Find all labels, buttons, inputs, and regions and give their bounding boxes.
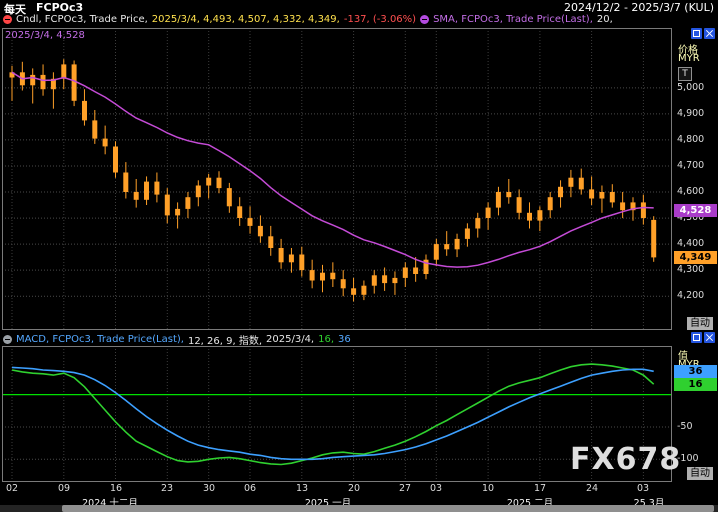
sma-price-badge: 4,528 — [674, 204, 717, 218]
x-axis-day-label: 30 — [202, 483, 216, 494]
candle-series-name: Cndl, FCPOc3, Trade Price, — [16, 14, 148, 25]
macd-series-name: MACD, FCPOc3, Trade Price(Last), — [16, 334, 184, 345]
macd-line-value: 16, — [318, 334, 335, 345]
date-range-label: 2024/12/2 - 2025/3/7 (KUL) — [564, 1, 714, 14]
x-axis-day-label: 06 — [243, 483, 257, 494]
x-axis-day-label: 16 — [109, 483, 123, 494]
x-axis-day-label: 23 — [160, 483, 174, 494]
remove-candle-series-icon[interactable] — [3, 15, 12, 24]
sma-current-value: 2025/3/4, 4,528 — [5, 30, 85, 41]
symbol-label: FCPOc3 — [36, 1, 84, 14]
x-axis-day-label: 20 — [347, 483, 361, 494]
macd-date: 2025/3/4, — [266, 334, 315, 345]
candle-ohlc-values: 2025/3/4, 4,493, 4,507, 4,332, 4,349, — [151, 14, 340, 25]
remove-sma-series-icon[interactable] — [420, 15, 430, 24]
macd-autoscale-button[interactable]: 自动 — [687, 467, 713, 480]
watermark: FX678 — [570, 442, 682, 477]
macd-signal-value: 36 — [338, 334, 351, 345]
x-axis-day-label: 02 — [5, 483, 19, 494]
last-price-badge: 4,349 — [674, 250, 717, 264]
macd-pane-controls — [691, 332, 715, 343]
interval-label: 每天 — [4, 3, 26, 16]
price-axis-tick-label: 4,600 — [677, 186, 705, 197]
x-axis-day-label: 03 — [636, 483, 650, 494]
price-axis-tick-label: 4,500 — [677, 212, 705, 223]
candle-change-values: -137, (-3.06%) — [343, 14, 417, 25]
macd-signal-badge: 36 — [674, 364, 717, 378]
macd-axis-title: 值 — [678, 351, 688, 362]
remove-macd-series-icon[interactable] — [3, 335, 12, 344]
price-axis-tick-label: 4,400 — [677, 238, 705, 249]
x-axis-day-label: 27 — [398, 483, 412, 494]
x-axis-month-label: 25 3月 — [633, 498, 665, 509]
x-axis-month-label: 2025 二月 — [506, 498, 554, 509]
price-axis-currency: MYR — [678, 53, 700, 64]
x-axis-month-label: 2024 十二月 — [82, 498, 138, 509]
macd-axis-tick-label: -50 — [677, 421, 693, 432]
price-axis-title: 价格 — [678, 45, 698, 56]
price-axis-tick-label: 4,900 — [677, 108, 705, 119]
macd-value-badge: 16 — [674, 377, 717, 391]
price-axis-tick-label: 4,200 — [677, 290, 705, 301]
x-axis-day-label: 03 — [429, 483, 443, 494]
restore-pane-icon[interactable] — [691, 332, 702, 343]
x-axis-day-label: 10 — [481, 483, 495, 494]
price-autoscale-button[interactable]: 自动 — [687, 317, 713, 330]
macd-axis-currency: MYR — [678, 359, 700, 370]
price-axis-tick-label: 4,800 — [677, 134, 705, 145]
macd-params: 12, 26, 9, 指数, — [187, 336, 263, 347]
restore-pane-icon[interactable] — [691, 28, 702, 39]
sma-period-value: 20, — [596, 14, 613, 25]
track-tool-button[interactable]: T — [678, 67, 692, 81]
x-axis-day-label: 24 — [585, 483, 599, 494]
macd-axis-tick-label: -100 — [677, 453, 699, 464]
x-axis-day-label: 13 — [295, 483, 309, 494]
horizontal-scrollbar-thumb[interactable] — [62, 505, 714, 512]
price-legend: Cndl, FCPOc3, Trade Price, 2025/3/4, 4,4… — [3, 14, 613, 25]
macd-legend: MACD, FCPOc3, Trade Price(Last), 12, 26,… — [3, 332, 351, 347]
price-pane-controls — [691, 28, 715, 39]
price-axis-tick-label: 4,700 — [677, 160, 705, 171]
sma-series-name: SMA, FCPOc3, Trade Price(Last), — [433, 14, 593, 25]
macd-chart-plot[interactable] — [2, 346, 672, 482]
x-axis-day-label: 17 — [533, 483, 547, 494]
close-pane-icon[interactable] — [704, 332, 715, 343]
title-bar: 每天 FCPOc3 2024/12/2 - 2025/3/7 (KUL) — [0, 0, 718, 16]
x-axis-day-label: 09 — [57, 483, 71, 494]
price-axis-tick-label: 4,300 — [677, 264, 705, 275]
price-axis-tick-label: 5,000 — [677, 82, 705, 93]
x-axis-month-label: 2025 一月 — [304, 498, 352, 509]
close-pane-icon[interactable] — [704, 28, 715, 39]
price-chart-plot[interactable] — [2, 28, 672, 330]
